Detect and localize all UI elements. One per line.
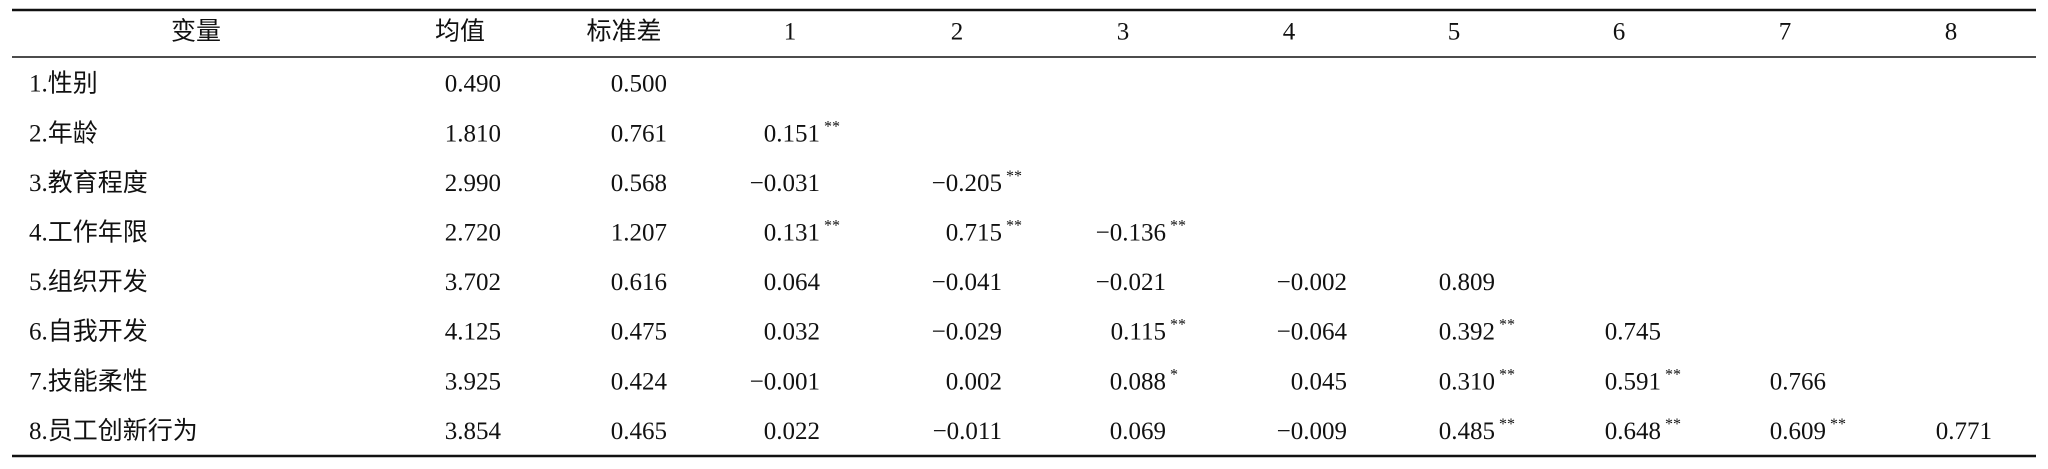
mean: 3.925 — [445, 368, 501, 395]
correlation: 0.022 — [764, 418, 820, 445]
correlation: 0.648 — [1605, 418, 1661, 445]
sd: 1.207 — [611, 220, 667, 247]
correlation: 0.064 — [764, 269, 821, 296]
significance: ** — [1170, 317, 1186, 334]
correlation: 0.715 — [946, 220, 1002, 247]
row-label: 1.性别 — [29, 70, 98, 98]
mean: 0.490 — [445, 71, 501, 98]
sd: 0.500 — [611, 71, 667, 98]
significance: ** — [824, 118, 840, 135]
significance: * — [1170, 366, 1178, 383]
correlation: 0.485 — [1439, 418, 1495, 445]
column-header: 6 — [1613, 19, 1626, 46]
correlation: 0.809 — [1439, 269, 1495, 296]
column-header: 2 — [951, 19, 964, 46]
significance: ** — [1830, 416, 1846, 433]
significance: ** — [1499, 416, 1515, 433]
column-header: 均值 — [435, 18, 485, 46]
correlation: −0.001 — [750, 368, 820, 395]
sd: 0.761 — [611, 120, 667, 147]
sd: 0.616 — [611, 269, 667, 296]
row-label: 7.技能柔性 — [29, 367, 148, 395]
correlation: 0.151 — [764, 120, 820, 147]
sd: 0.568 — [611, 170, 667, 197]
significance: ** — [1006, 168, 1022, 185]
row-label: 5.组织开发 — [29, 268, 148, 296]
correlation: −0.011 — [933, 418, 1002, 445]
correlation: −0.041 — [932, 269, 1002, 296]
column-header: 8 — [1945, 19, 1958, 46]
significance: ** — [824, 217, 840, 234]
column-header: 7 — [1779, 19, 1792, 46]
correlation: 0.609 — [1770, 418, 1826, 445]
mean: 1.810 — [445, 120, 501, 147]
correlation: −0.031 — [750, 170, 820, 197]
row-label: 2.年龄 — [29, 119, 98, 147]
correlation: 0.115 — [1111, 319, 1166, 346]
sd: 0.424 — [611, 368, 668, 395]
significance: ** — [1170, 217, 1186, 234]
correlation: 0.310 — [1439, 368, 1495, 395]
correlation: −0.064 — [1277, 319, 1348, 346]
row-label: 6.自我开发 — [29, 318, 148, 346]
row-label: 4.工作年限 — [29, 219, 148, 247]
mean: 3.854 — [445, 418, 502, 445]
column-header: 标准差 — [586, 18, 661, 46]
correlation: −0.002 — [1277, 269, 1347, 296]
correlation: −0.205 — [932, 170, 1002, 197]
correlation: 0.045 — [1291, 368, 1347, 395]
correlation: 0.745 — [1605, 319, 1661, 346]
column-header: 5 — [1448, 19, 1461, 46]
correlation: 0.002 — [946, 368, 1002, 395]
correlation: 0.032 — [764, 319, 820, 346]
correlation: 0.766 — [1770, 368, 1826, 395]
significance: ** — [1665, 416, 1681, 433]
mean: 3.702 — [445, 269, 501, 296]
mean: 2.720 — [445, 220, 501, 247]
correlation: 0.771 — [1936, 418, 1992, 445]
correlation: −0.021 — [1096, 269, 1166, 296]
significance: ** — [1006, 217, 1022, 234]
sd: 0.465 — [611, 418, 667, 445]
correlation: −0.009 — [1277, 418, 1347, 445]
correlation: 0.591 — [1605, 368, 1661, 395]
column-header: 3 — [1117, 19, 1130, 46]
correlation: −0.029 — [932, 319, 1002, 346]
row-label: 3.教育程度 — [29, 169, 148, 197]
significance: ** — [1499, 317, 1515, 334]
sd: 0.475 — [611, 319, 667, 346]
mean: 2.990 — [445, 170, 501, 197]
significance: ** — [1499, 366, 1515, 383]
row-label: 8.员工创新行为 — [29, 417, 198, 445]
column-header: 1 — [784, 19, 797, 46]
significance: ** — [1665, 366, 1681, 383]
correlation: 0.069 — [1110, 418, 1166, 445]
column-header: 变量 — [171, 18, 221, 46]
mean: 4.125 — [445, 319, 501, 346]
column-header: 4 — [1283, 19, 1296, 46]
correlation: −0.136 — [1096, 220, 1166, 247]
correlation: 0.088 — [1110, 368, 1166, 395]
correlation: 0.131 — [764, 220, 820, 247]
correlation: 0.392 — [1439, 319, 1495, 346]
